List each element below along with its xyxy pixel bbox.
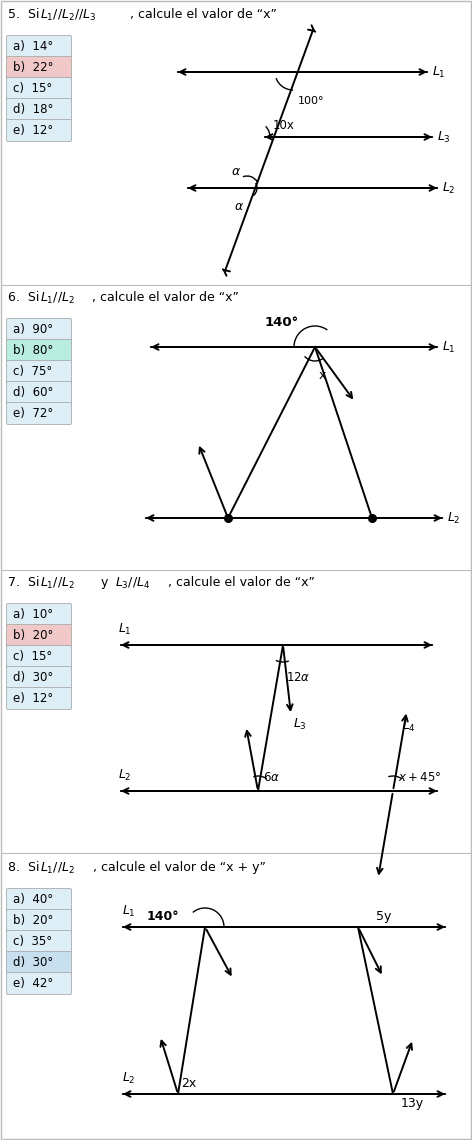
Text: 5y: 5y — [376, 910, 391, 923]
Text: b)  20°: b) 20° — [13, 629, 53, 642]
Text: 140°: 140° — [265, 316, 299, 329]
Text: , calcule el valor de “x”: , calcule el valor de “x” — [168, 576, 315, 589]
Text: 6$\alpha$: 6$\alpha$ — [263, 771, 280, 784]
Text: a)  40°: a) 40° — [13, 893, 53, 906]
Text: b)  22°: b) 22° — [13, 62, 53, 74]
Text: , calcule el valor de “x + y”: , calcule el valor de “x + y” — [93, 861, 266, 874]
Text: d)  60°: d) 60° — [13, 386, 53, 399]
FancyBboxPatch shape — [7, 625, 71, 646]
FancyBboxPatch shape — [7, 340, 71, 361]
Text: $L_1//L_2$: $L_1//L_2$ — [40, 291, 75, 307]
Text: $L_3$: $L_3$ — [437, 130, 451, 145]
FancyBboxPatch shape — [7, 952, 71, 974]
FancyBboxPatch shape — [7, 98, 71, 121]
Text: , calcule el valor de “x”: , calcule el valor de “x” — [130, 8, 277, 21]
FancyBboxPatch shape — [7, 667, 71, 689]
Text: c)  15°: c) 15° — [13, 82, 52, 95]
Text: e)  42°: e) 42° — [13, 977, 53, 990]
Text: e)  72°: e) 72° — [13, 407, 53, 420]
Text: b)  20°: b) 20° — [13, 914, 53, 927]
Text: $x + 45°$: $x + 45°$ — [398, 771, 441, 784]
Text: $L_2$: $L_2$ — [442, 180, 455, 196]
Text: $\alpha$: $\alpha$ — [231, 165, 241, 178]
FancyBboxPatch shape — [7, 402, 71, 424]
Text: $L_2$: $L_2$ — [447, 511, 461, 526]
Text: a)  90°: a) 90° — [13, 323, 53, 336]
FancyBboxPatch shape — [7, 35, 71, 57]
FancyBboxPatch shape — [7, 318, 71, 341]
Text: 5.  Si: 5. Si — [8, 8, 43, 21]
Text: a)  10°: a) 10° — [13, 608, 53, 621]
Text: 10x: 10x — [273, 119, 295, 132]
Text: y: y — [93, 576, 117, 589]
Text: 12$\alpha$: 12$\alpha$ — [286, 671, 311, 684]
Text: d)  18°: d) 18° — [13, 103, 53, 116]
FancyBboxPatch shape — [7, 78, 71, 99]
Text: $L_1$: $L_1$ — [118, 622, 132, 637]
FancyBboxPatch shape — [7, 888, 71, 911]
FancyBboxPatch shape — [7, 603, 71, 626]
Text: a)  14°: a) 14° — [13, 40, 53, 52]
FancyBboxPatch shape — [7, 120, 71, 141]
Text: 6.  Si: 6. Si — [8, 291, 43, 304]
Text: $L_1$: $L_1$ — [122, 904, 135, 919]
Text: $L_1//L_2//L_3$: $L_1//L_2//L_3$ — [40, 8, 96, 23]
Text: 2x: 2x — [181, 1077, 196, 1090]
FancyBboxPatch shape — [7, 910, 71, 931]
Text: c)  75°: c) 75° — [13, 365, 52, 378]
FancyBboxPatch shape — [7, 687, 71, 709]
Text: x: x — [319, 369, 326, 382]
Text: d)  30°: d) 30° — [13, 956, 53, 969]
Text: 140°: 140° — [147, 910, 180, 923]
Text: , calcule el valor de “x”: , calcule el valor de “x” — [92, 291, 239, 304]
Text: $L_1//L_2$: $L_1//L_2$ — [40, 861, 75, 877]
FancyBboxPatch shape — [7, 972, 71, 994]
FancyBboxPatch shape — [7, 57, 71, 79]
Text: c)  35°: c) 35° — [13, 935, 52, 948]
Text: d)  30°: d) 30° — [13, 671, 53, 684]
Text: $\alpha$: $\alpha$ — [234, 200, 244, 213]
Text: $L_3//L_4$: $L_3//L_4$ — [115, 576, 150, 592]
FancyBboxPatch shape — [7, 930, 71, 953]
Text: $L_4$: $L_4$ — [402, 718, 416, 734]
Text: e)  12°: e) 12° — [13, 124, 53, 137]
Text: e)  12°: e) 12° — [13, 692, 53, 705]
Text: $L_2$: $L_2$ — [122, 1070, 135, 1086]
Text: 100°: 100° — [298, 96, 325, 106]
Text: $L_2$: $L_2$ — [118, 768, 132, 783]
Text: $L_1$: $L_1$ — [442, 340, 455, 355]
Text: c)  15°: c) 15° — [13, 650, 52, 663]
Text: $L_1$: $L_1$ — [432, 65, 446, 80]
Text: 7.  Si: 7. Si — [8, 576, 43, 589]
Text: b)  80°: b) 80° — [13, 344, 53, 357]
Text: 8.  Si: 8. Si — [8, 861, 43, 874]
Text: 13y: 13y — [401, 1097, 424, 1110]
Text: $L_3$: $L_3$ — [293, 717, 307, 732]
FancyBboxPatch shape — [7, 382, 71, 404]
FancyBboxPatch shape — [7, 360, 71, 383]
Text: $L_1//L_2$: $L_1//L_2$ — [40, 576, 75, 592]
FancyBboxPatch shape — [7, 645, 71, 668]
